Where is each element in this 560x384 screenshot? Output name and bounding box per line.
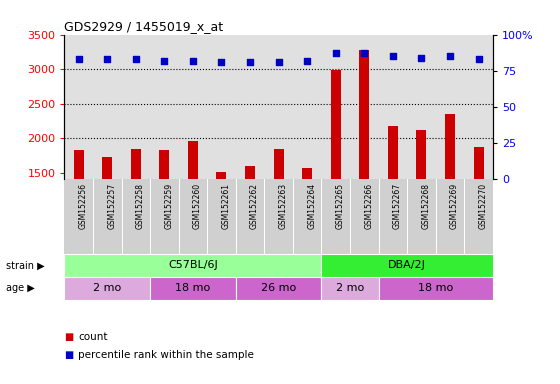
Text: percentile rank within the sample: percentile rank within the sample: [78, 350, 254, 360]
Point: [331, 50, 340, 56]
Point: [74, 56, 83, 62]
Bar: [302, 168, 312, 179]
Bar: [217, 172, 226, 179]
Text: GDS2929 / 1455019_x_at: GDS2929 / 1455019_x_at: [64, 20, 223, 33]
Point: [274, 59, 283, 65]
Bar: [360, 50, 369, 179]
Text: age ▶: age ▶: [6, 283, 34, 293]
Text: C57BL/6J: C57BL/6J: [168, 260, 218, 270]
Bar: [474, 147, 483, 179]
Bar: [64, 277, 150, 300]
Point: [302, 58, 311, 64]
Point: [474, 56, 483, 62]
Text: DBA/2J: DBA/2J: [388, 260, 426, 270]
Point: [217, 59, 226, 65]
Text: GSM152259: GSM152259: [165, 183, 174, 229]
Point: [131, 56, 140, 62]
Bar: [331, 70, 340, 179]
Bar: [379, 277, 493, 300]
Bar: [102, 157, 112, 179]
Text: 26 mo: 26 mo: [261, 283, 296, 293]
Text: GSM152260: GSM152260: [193, 183, 202, 229]
Text: GSM152258: GSM152258: [136, 183, 145, 229]
Bar: [245, 166, 255, 179]
Text: GSM152264: GSM152264: [307, 183, 316, 229]
Point: [160, 58, 169, 64]
Text: count: count: [78, 332, 108, 342]
Text: GSM152270: GSM152270: [478, 183, 488, 229]
Bar: [131, 149, 141, 179]
Text: strain ▶: strain ▶: [6, 260, 44, 270]
Text: 2 mo: 2 mo: [336, 283, 364, 293]
Bar: [417, 131, 426, 179]
Point: [360, 50, 368, 56]
Text: GSM152262: GSM152262: [250, 183, 259, 229]
Text: ■: ■: [64, 350, 74, 360]
Bar: [321, 277, 379, 300]
Text: 2 mo: 2 mo: [93, 283, 122, 293]
Text: ■: ■: [64, 332, 74, 342]
Point: [446, 53, 455, 60]
Text: GSM152267: GSM152267: [393, 183, 402, 229]
Bar: [74, 151, 83, 179]
Text: GSM152265: GSM152265: [335, 183, 345, 229]
Point: [103, 56, 112, 62]
Point: [245, 59, 254, 65]
Bar: [445, 114, 455, 179]
Bar: [321, 254, 493, 277]
Text: 18 mo: 18 mo: [418, 283, 453, 293]
Point: [388, 53, 397, 60]
Text: GSM152266: GSM152266: [364, 183, 374, 229]
Bar: [388, 126, 398, 179]
Bar: [274, 149, 283, 179]
Bar: [160, 151, 169, 179]
Bar: [64, 254, 321, 277]
Text: GSM152256: GSM152256: [78, 183, 88, 229]
Bar: [150, 277, 236, 300]
Text: GSM152269: GSM152269: [450, 183, 459, 229]
Text: GSM152268: GSM152268: [421, 183, 431, 229]
Point: [417, 55, 426, 61]
Text: GSM152257: GSM152257: [108, 183, 116, 229]
Text: GSM152261: GSM152261: [221, 183, 231, 229]
Text: GSM152263: GSM152263: [279, 183, 288, 229]
Bar: [188, 141, 198, 179]
Text: 18 mo: 18 mo: [175, 283, 211, 293]
Bar: [236, 277, 321, 300]
Point: [188, 58, 198, 64]
